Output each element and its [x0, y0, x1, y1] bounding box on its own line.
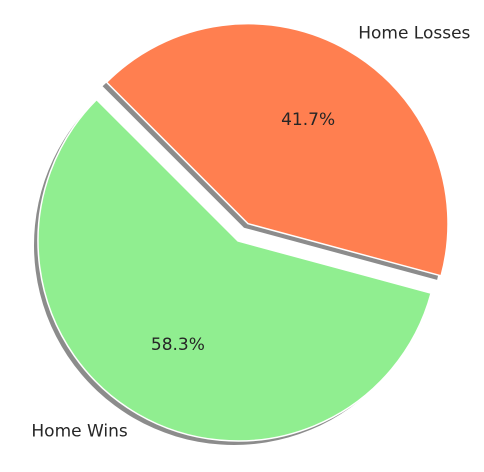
slice-label-home-wins: Home Wins	[31, 421, 128, 441]
pct-label-home-losses: 41.7%	[281, 110, 335, 130]
pie-slice-home-wins	[37, 98, 432, 442]
label-layer: Home Wins 58.3% Home Losses 41.7%	[31, 23, 470, 441]
slice-layer	[37, 23, 449, 442]
pie-slice-home-losses	[105, 23, 449, 277]
slice-label-home-losses: Home Losses	[358, 23, 470, 43]
pct-label-home-wins: 58.3%	[151, 335, 205, 355]
